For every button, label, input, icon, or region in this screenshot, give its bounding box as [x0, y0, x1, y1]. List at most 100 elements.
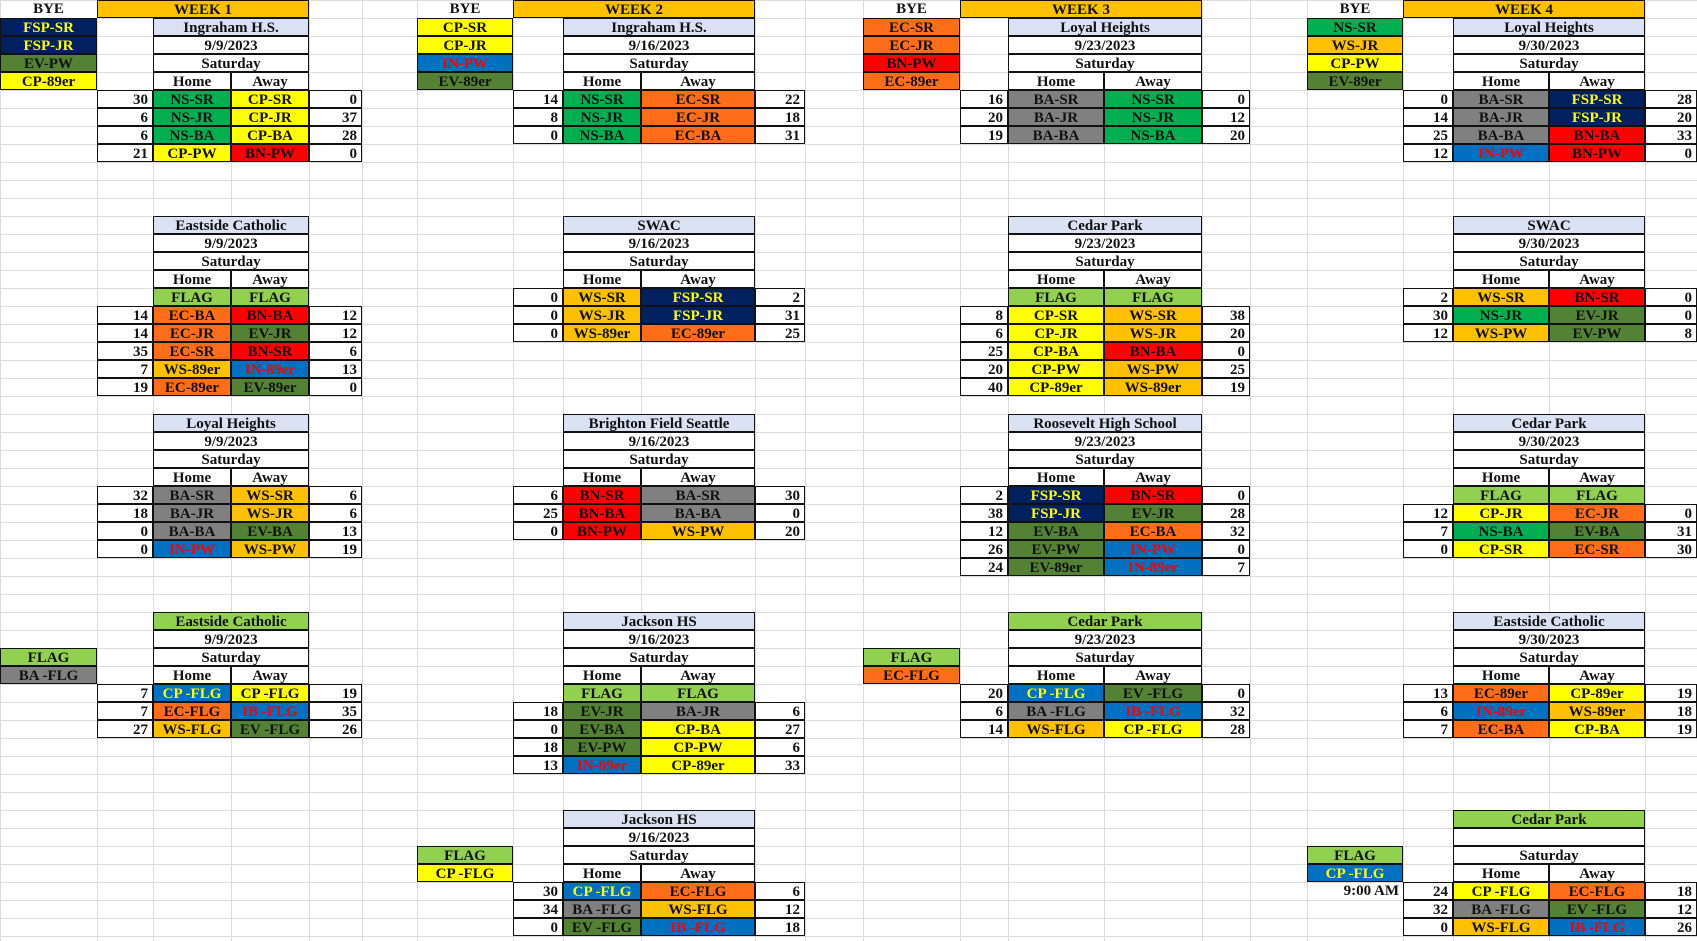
home-team[interactable]: EC-JR: [153, 324, 231, 342]
away-score[interactable]: 28: [1645, 90, 1697, 108]
home-score[interactable]: 30: [97, 90, 153, 108]
away-team[interactable]: EV-JR: [1549, 306, 1645, 324]
venue-title[interactable]: Loyal Heights: [1453, 18, 1645, 36]
away-score[interactable]: 31: [1645, 522, 1697, 540]
side-flag-label[interactable]: FLAG: [417, 846, 513, 864]
game-day[interactable]: Saturday: [1453, 846, 1645, 864]
away-score[interactable]: 7: [1202, 558, 1250, 576]
venue-title[interactable]: SWAC: [1453, 216, 1645, 234]
home-team[interactable]: CP -FLG: [1453, 882, 1549, 900]
home-team[interactable]: FSP-JR: [1008, 504, 1104, 522]
home-score[interactable]: 7: [1403, 522, 1453, 540]
away-score[interactable]: 0: [1202, 342, 1250, 360]
away-score[interactable]: 0: [1645, 504, 1697, 522]
home-score[interactable]: 7: [97, 684, 153, 702]
away-score[interactable]: 0: [755, 504, 805, 522]
home-team[interactable]: EV -FLG: [563, 918, 641, 936]
away-score[interactable]: 2: [755, 288, 805, 306]
away-score[interactable]: 19: [1645, 720, 1697, 738]
away-score[interactable]: 18: [1645, 882, 1697, 900]
game-day[interactable]: Saturday: [1453, 450, 1645, 468]
home-team[interactable]: BA -FLG: [1453, 900, 1549, 918]
game-date[interactable]: 9/9/2023: [153, 234, 309, 252]
home-team[interactable]: CP-89er: [1008, 378, 1104, 396]
away-team[interactable]: WS-PW: [641, 522, 755, 540]
venue-title[interactable]: Eastside Catholic: [1453, 612, 1645, 630]
game-date[interactable]: 9/30/2023: [1453, 432, 1645, 450]
home-team[interactable]: BA-BA: [153, 522, 231, 540]
home-team[interactable]: BA-SR: [1453, 90, 1549, 108]
home-score[interactable]: 14: [513, 90, 563, 108]
game-date[interactable]: 9/30/2023: [1453, 630, 1645, 648]
away-label[interactable]: Away: [641, 864, 755, 882]
away-team[interactable]: BN-SR: [1104, 486, 1202, 504]
game-date[interactable]: 9/9/2023: [153, 432, 309, 450]
game-day[interactable]: Saturday: [1453, 648, 1645, 666]
game-day[interactable]: Saturday: [1008, 648, 1202, 666]
home-score[interactable]: 0: [513, 918, 563, 936]
away-team[interactable]: BN-PW: [1549, 144, 1645, 162]
away-score[interactable]: 38: [1202, 306, 1250, 324]
bye-team[interactable]: IN-PW: [417, 54, 513, 72]
away-score[interactable]: 19: [309, 684, 362, 702]
home-score[interactable]: 6: [97, 126, 153, 144]
away-team[interactable]: CP-BA: [231, 126, 309, 144]
home-team[interactable]: CP-JR: [1008, 324, 1104, 342]
home-score[interactable]: 19: [960, 126, 1008, 144]
home-label[interactable]: Home: [1008, 270, 1104, 288]
away-score[interactable]: 0: [1645, 144, 1697, 162]
home-score[interactable]: 0: [513, 720, 563, 738]
home-label[interactable]: Home: [1008, 72, 1104, 90]
bye-team[interactable]: EC-89er: [863, 72, 960, 90]
home-team[interactable]: NS-JR: [1453, 306, 1549, 324]
away-team[interactable]: BA-JR: [641, 702, 755, 720]
game-day[interactable]: Saturday: [153, 252, 309, 270]
home-team[interactable]: CP-JR: [1453, 504, 1549, 522]
bye-team[interactable]: EC-JR: [863, 36, 960, 54]
venue-title[interactable]: Eastside Catholic: [153, 216, 309, 234]
away-team[interactable]: EV -FLG: [1104, 684, 1202, 702]
game-date[interactable]: 9/9/2023: [153, 630, 309, 648]
away-label[interactable]: Away: [231, 72, 309, 90]
game-day[interactable]: Saturday: [153, 648, 309, 666]
home-team[interactable]: CP -FLG: [1008, 684, 1104, 702]
away-team[interactable]: BA-SR: [641, 486, 755, 504]
home-score[interactable]: 35: [97, 342, 153, 360]
away-score[interactable]: 26: [1645, 918, 1697, 936]
home-team[interactable]: NS-BA: [563, 126, 641, 144]
away-score[interactable]: 19: [1645, 684, 1697, 702]
away-team[interactable]: EV-BA: [1549, 522, 1645, 540]
away-score[interactable]: 31: [755, 306, 805, 324]
home-score[interactable]: 14: [97, 324, 153, 342]
home-score[interactable]: 0: [513, 126, 563, 144]
away-team[interactable]: EV-89er: [231, 378, 309, 396]
home-team[interactable]: NS-SR: [563, 90, 641, 108]
home-score[interactable]: 0: [513, 324, 563, 342]
side-flag-team[interactable]: CP -FLG: [417, 864, 513, 882]
away-team[interactable]: EC-BA: [1104, 522, 1202, 540]
home-score[interactable]: 12: [1403, 144, 1453, 162]
venue-title[interactable]: SWAC: [563, 216, 755, 234]
away-team[interactable]: BN-PW: [231, 144, 309, 162]
away-team[interactable]: EV-PW: [1549, 324, 1645, 342]
away-label[interactable]: Away: [1104, 270, 1202, 288]
home-score[interactable]: 12: [960, 522, 1008, 540]
away-team[interactable]: EC-SR: [1549, 540, 1645, 558]
home-team[interactable]: WS-JR: [563, 306, 641, 324]
away-score[interactable]: 0: [309, 144, 362, 162]
side-flag-label[interactable]: FLAG: [1307, 846, 1403, 864]
away-team[interactable]: FSP-SR: [1549, 90, 1645, 108]
away-team[interactable]: EV -FLG: [231, 720, 309, 738]
venue-title[interactable]: Ingraham H.S.: [563, 18, 755, 36]
game-day[interactable]: Saturday: [563, 648, 755, 666]
home-team[interactable]: NS-JR: [153, 108, 231, 126]
game-date[interactable]: [1453, 828, 1645, 846]
game-date[interactable]: 9/23/2023: [1008, 234, 1202, 252]
away-score[interactable]: 22: [755, 90, 805, 108]
away-team[interactable]: BN-BA: [1104, 342, 1202, 360]
away-score[interactable]: 28: [1202, 504, 1250, 522]
home-score[interactable]: 7: [97, 702, 153, 720]
home-score[interactable]: 6: [513, 486, 563, 504]
bye-team[interactable]: EC-SR: [863, 18, 960, 36]
away-team[interactable]: EV-JR: [1104, 504, 1202, 522]
